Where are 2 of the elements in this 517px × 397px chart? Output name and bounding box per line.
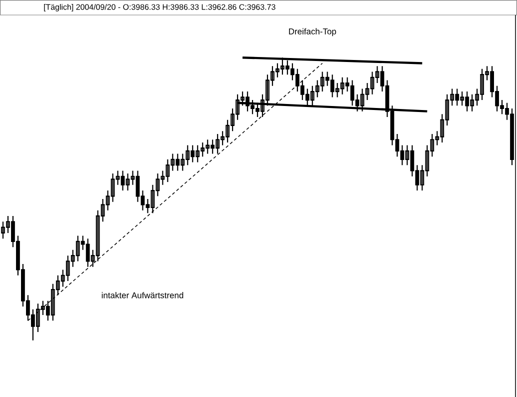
text: Dreifach-Top — [289, 28, 336, 36]
annotation: intakter Aufwärtstrend — [102, 292, 184, 298]
